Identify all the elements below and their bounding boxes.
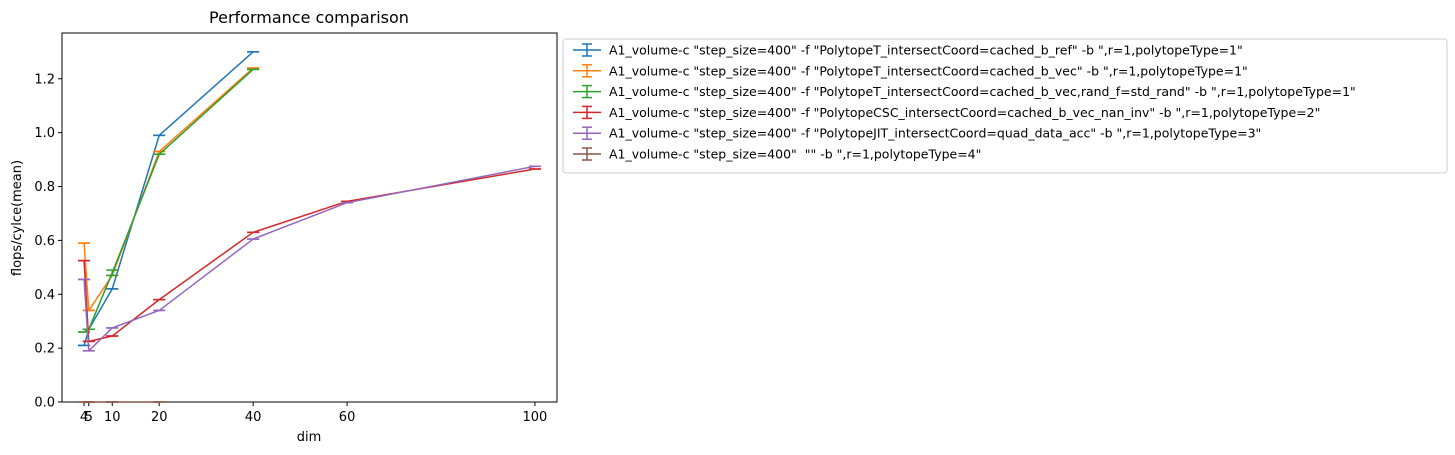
axes-frame [61,32,558,403]
x-axis-label: dim [297,430,322,445]
legend-label: A1_volume-c "step_size=400" "" -b ",r=1,… [609,147,981,162]
y-tick-label: 0.0 [34,396,55,411]
legend-label: A1_volume-c "step_size=400" -f "Polytope… [609,105,1320,120]
legend-item-2: A1_volume-c "step_size=400" -f "Polytope… [573,63,1248,78]
legend-item-5: A1_volume-c "step_size=400" -f "Polytope… [573,126,1261,141]
series-layer [78,51,541,403]
legend-item-3: A1_volume-c "step_size=400" -f "Polytope… [573,84,1356,99]
x-tick-label: 60 [339,410,356,425]
series-5 [78,165,541,352]
x-tick-label: 100 [523,410,548,425]
y-tick-label: 1.2 [34,72,55,87]
y-tick-label: 1.0 [34,126,55,141]
y-tick-label: 0.8 [34,180,55,195]
x-tick-label: 4 [80,410,88,425]
plot-area [61,32,558,403]
legend-label: A1_volume-c "step_size=400" -f "Polytope… [609,63,1248,78]
chart-title: Performance comparison [209,8,409,27]
legend-item-1: A1_volume-c "step_size=400" -f "Polytope… [573,43,1243,58]
legend-label: A1_volume-c "step_size=400" -f "Polytope… [609,43,1243,58]
x-tick-label: 20 [151,410,168,425]
x-axis: 45 10 20 40 60 100 [80,402,547,425]
x-tick-label: 40 [245,410,262,425]
x-tick-label: 10 [104,410,121,425]
y-tick-label: 0.4 [34,288,55,303]
legend-label: A1_volume-c "step_size=400" -f "Polytope… [609,126,1261,141]
legend-label: A1_volume-c "step_size=400" -f "Polytope… [609,84,1356,99]
y-tick-label: 0.2 [34,342,55,357]
y-axis-label: flops/cylce(mean) [10,160,25,276]
legend-item-4: A1_volume-c "step_size=400" -f "Polytope… [573,105,1320,120]
y-axis: 0.0 0.2 0.4 0.6 0.8 1.0 1.2 [34,72,62,411]
legend-frame [562,38,1448,174]
legend: A1_volume-c "step_size=400" -f "Polytope… [562,38,1448,174]
legend-item-6: A1_volume-c "step_size=400" "" -b ",r=1,… [573,147,981,162]
x-tick-label: 5 [85,410,93,425]
y-tick-label: 0.6 [34,234,55,249]
